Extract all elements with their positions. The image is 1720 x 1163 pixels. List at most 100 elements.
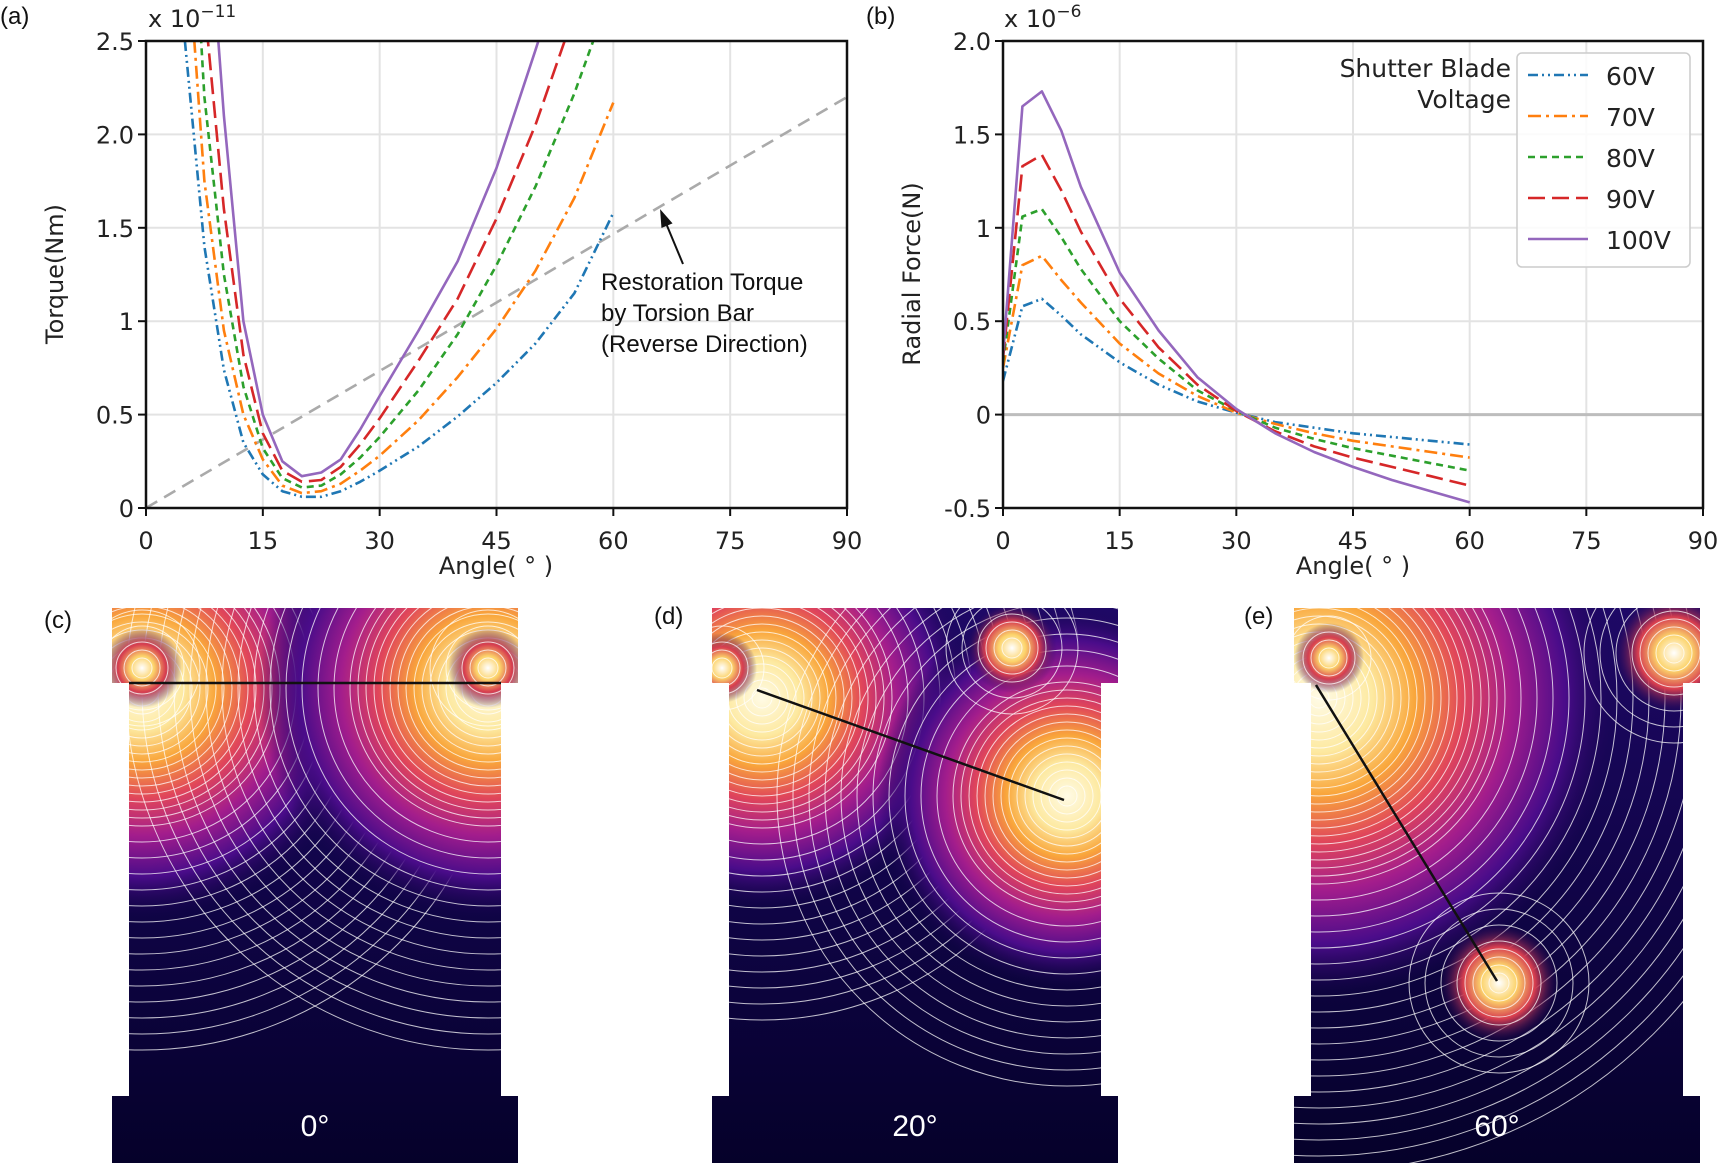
x-tick-label: 75 (1571, 527, 1602, 555)
field-contour (1424, 908, 1574, 1058)
field-contour (712, 647, 813, 749)
x-tick-label: 15 (248, 527, 279, 555)
field-contour (776, 608, 1118, 1087)
field-contour (792, 608, 1118, 1071)
x-tick-label: 75 (715, 527, 746, 555)
field-contour (112, 608, 241, 787)
field-contour (349, 608, 518, 827)
field-contour (1294, 608, 1482, 861)
x-tick-label: 90 (1688, 527, 1719, 555)
legend-label-90V: 90V (1606, 185, 1655, 214)
field-contour (1294, 608, 1700, 1141)
field-contour (1294, 608, 1634, 1013)
field-contour (1294, 608, 1506, 885)
field-contour (1294, 615, 1372, 701)
field-contour (381, 608, 518, 795)
x-tick-label: 0 (138, 527, 153, 555)
field-contour (1318, 647, 1340, 669)
series-group (1003, 90, 1471, 504)
annotation-arrow (664, 221, 684, 265)
field-contour (840, 608, 1118, 1023)
y-multiplier: x 10−6 (1004, 2, 1081, 33)
field-contour (1294, 608, 1426, 805)
field-contour (712, 608, 861, 797)
field-contour (1294, 608, 1458, 837)
field-contour (112, 608, 225, 771)
field-map (112, 608, 518, 1163)
field-contour (1408, 892, 1590, 1074)
multiplier-exponent: −11 (200, 2, 236, 22)
field-contour (977, 613, 1047, 683)
shutter-blade (756, 688, 1065, 802)
field-contour (333, 608, 518, 843)
series-line-90V (1003, 153, 1471, 487)
field-contour (365, 608, 518, 811)
field-contour (1294, 608, 1700, 1109)
field-contour (976, 705, 1118, 887)
field-contour (1294, 608, 1618, 997)
field-contour (1456, 940, 1542, 1026)
panel-label-d: (d) (654, 603, 683, 630)
field-contour (237, 608, 518, 939)
y-tick-label: -0.5 (944, 495, 991, 523)
field-contour (115, 641, 169, 695)
annotation-line-2: by Torsion Bar (601, 300, 754, 327)
field-contour (397, 608, 518, 779)
field-contour (712, 623, 837, 773)
field-contour (1294, 608, 1700, 1125)
field-contour (1294, 608, 1538, 917)
field-contour (1599, 608, 1700, 728)
x-tick-label: 45 (1338, 527, 1369, 555)
panel-label-e: (e) (1244, 603, 1273, 630)
field-contour (960, 689, 1118, 903)
field-contour (904, 633, 1118, 959)
arrowhead-icon (660, 209, 673, 229)
panel-label-c: (c) (44, 607, 72, 634)
field-contour (1294, 608, 1490, 869)
field-contour (317, 608, 518, 859)
field-contour (712, 608, 885, 821)
field-contour (269, 608, 518, 907)
legend-label-100V: 100V (1606, 226, 1671, 255)
field-contour (253, 608, 518, 923)
field-simulation-60deg: 60° (1294, 608, 1700, 1163)
field-contour (112, 625, 185, 711)
field-hotspot (712, 608, 972, 908)
field-contour (112, 608, 257, 803)
field-contour (1583, 608, 1700, 744)
multiplier-exponent: −6 (1056, 2, 1081, 22)
series-line-60V (1003, 297, 1470, 446)
field-contour (984, 713, 1118, 879)
field-contour (952, 681, 1118, 911)
series-line-60V (183, 41, 615, 499)
field-contour (429, 609, 518, 727)
field-contour (112, 609, 201, 727)
field-contour (968, 697, 1118, 895)
field-contour (445, 625, 518, 711)
radial-force-chart: 0 15 30 45 60 75 90-0.500.511.52.0 Angle( ° ) … (898, 2, 1718, 580)
field-contour (1310, 639, 1348, 677)
field-contour (992, 721, 1118, 871)
field-contour (1294, 608, 1522, 901)
field-contour (1294, 623, 1394, 773)
field-contour (1464, 948, 1534, 1018)
field-contour (808, 608, 1118, 1055)
field-contour (221, 608, 518, 955)
field-contour (712, 608, 853, 789)
torque-chart: 0 15 30 45 60 75 90 0 0.5 1 1.5 2.0 2.5 Angle( ° ) T… (41, 2, 862, 580)
field-contour (712, 615, 845, 781)
field-contour (1294, 608, 1450, 829)
field-contour (712, 608, 893, 829)
x-tick-label: 45 (481, 527, 512, 555)
restoration-torque-line (146, 95, 847, 508)
field-contour (993, 629, 1031, 667)
y-tick-label: 1 (119, 308, 134, 336)
x-tick-label: 30 (1221, 527, 1252, 555)
legend-title-line-2: Voltage (1417, 85, 1511, 114)
y-tick-label: 0.5 (953, 308, 991, 336)
field-contour (405, 608, 518, 771)
field-hotspot (112, 628, 182, 708)
ticks: 0 15 30 45 60 75 90-0.500.511.52.0 (944, 28, 1718, 555)
annotation-line-1: Restoration Torque (601, 269, 803, 296)
